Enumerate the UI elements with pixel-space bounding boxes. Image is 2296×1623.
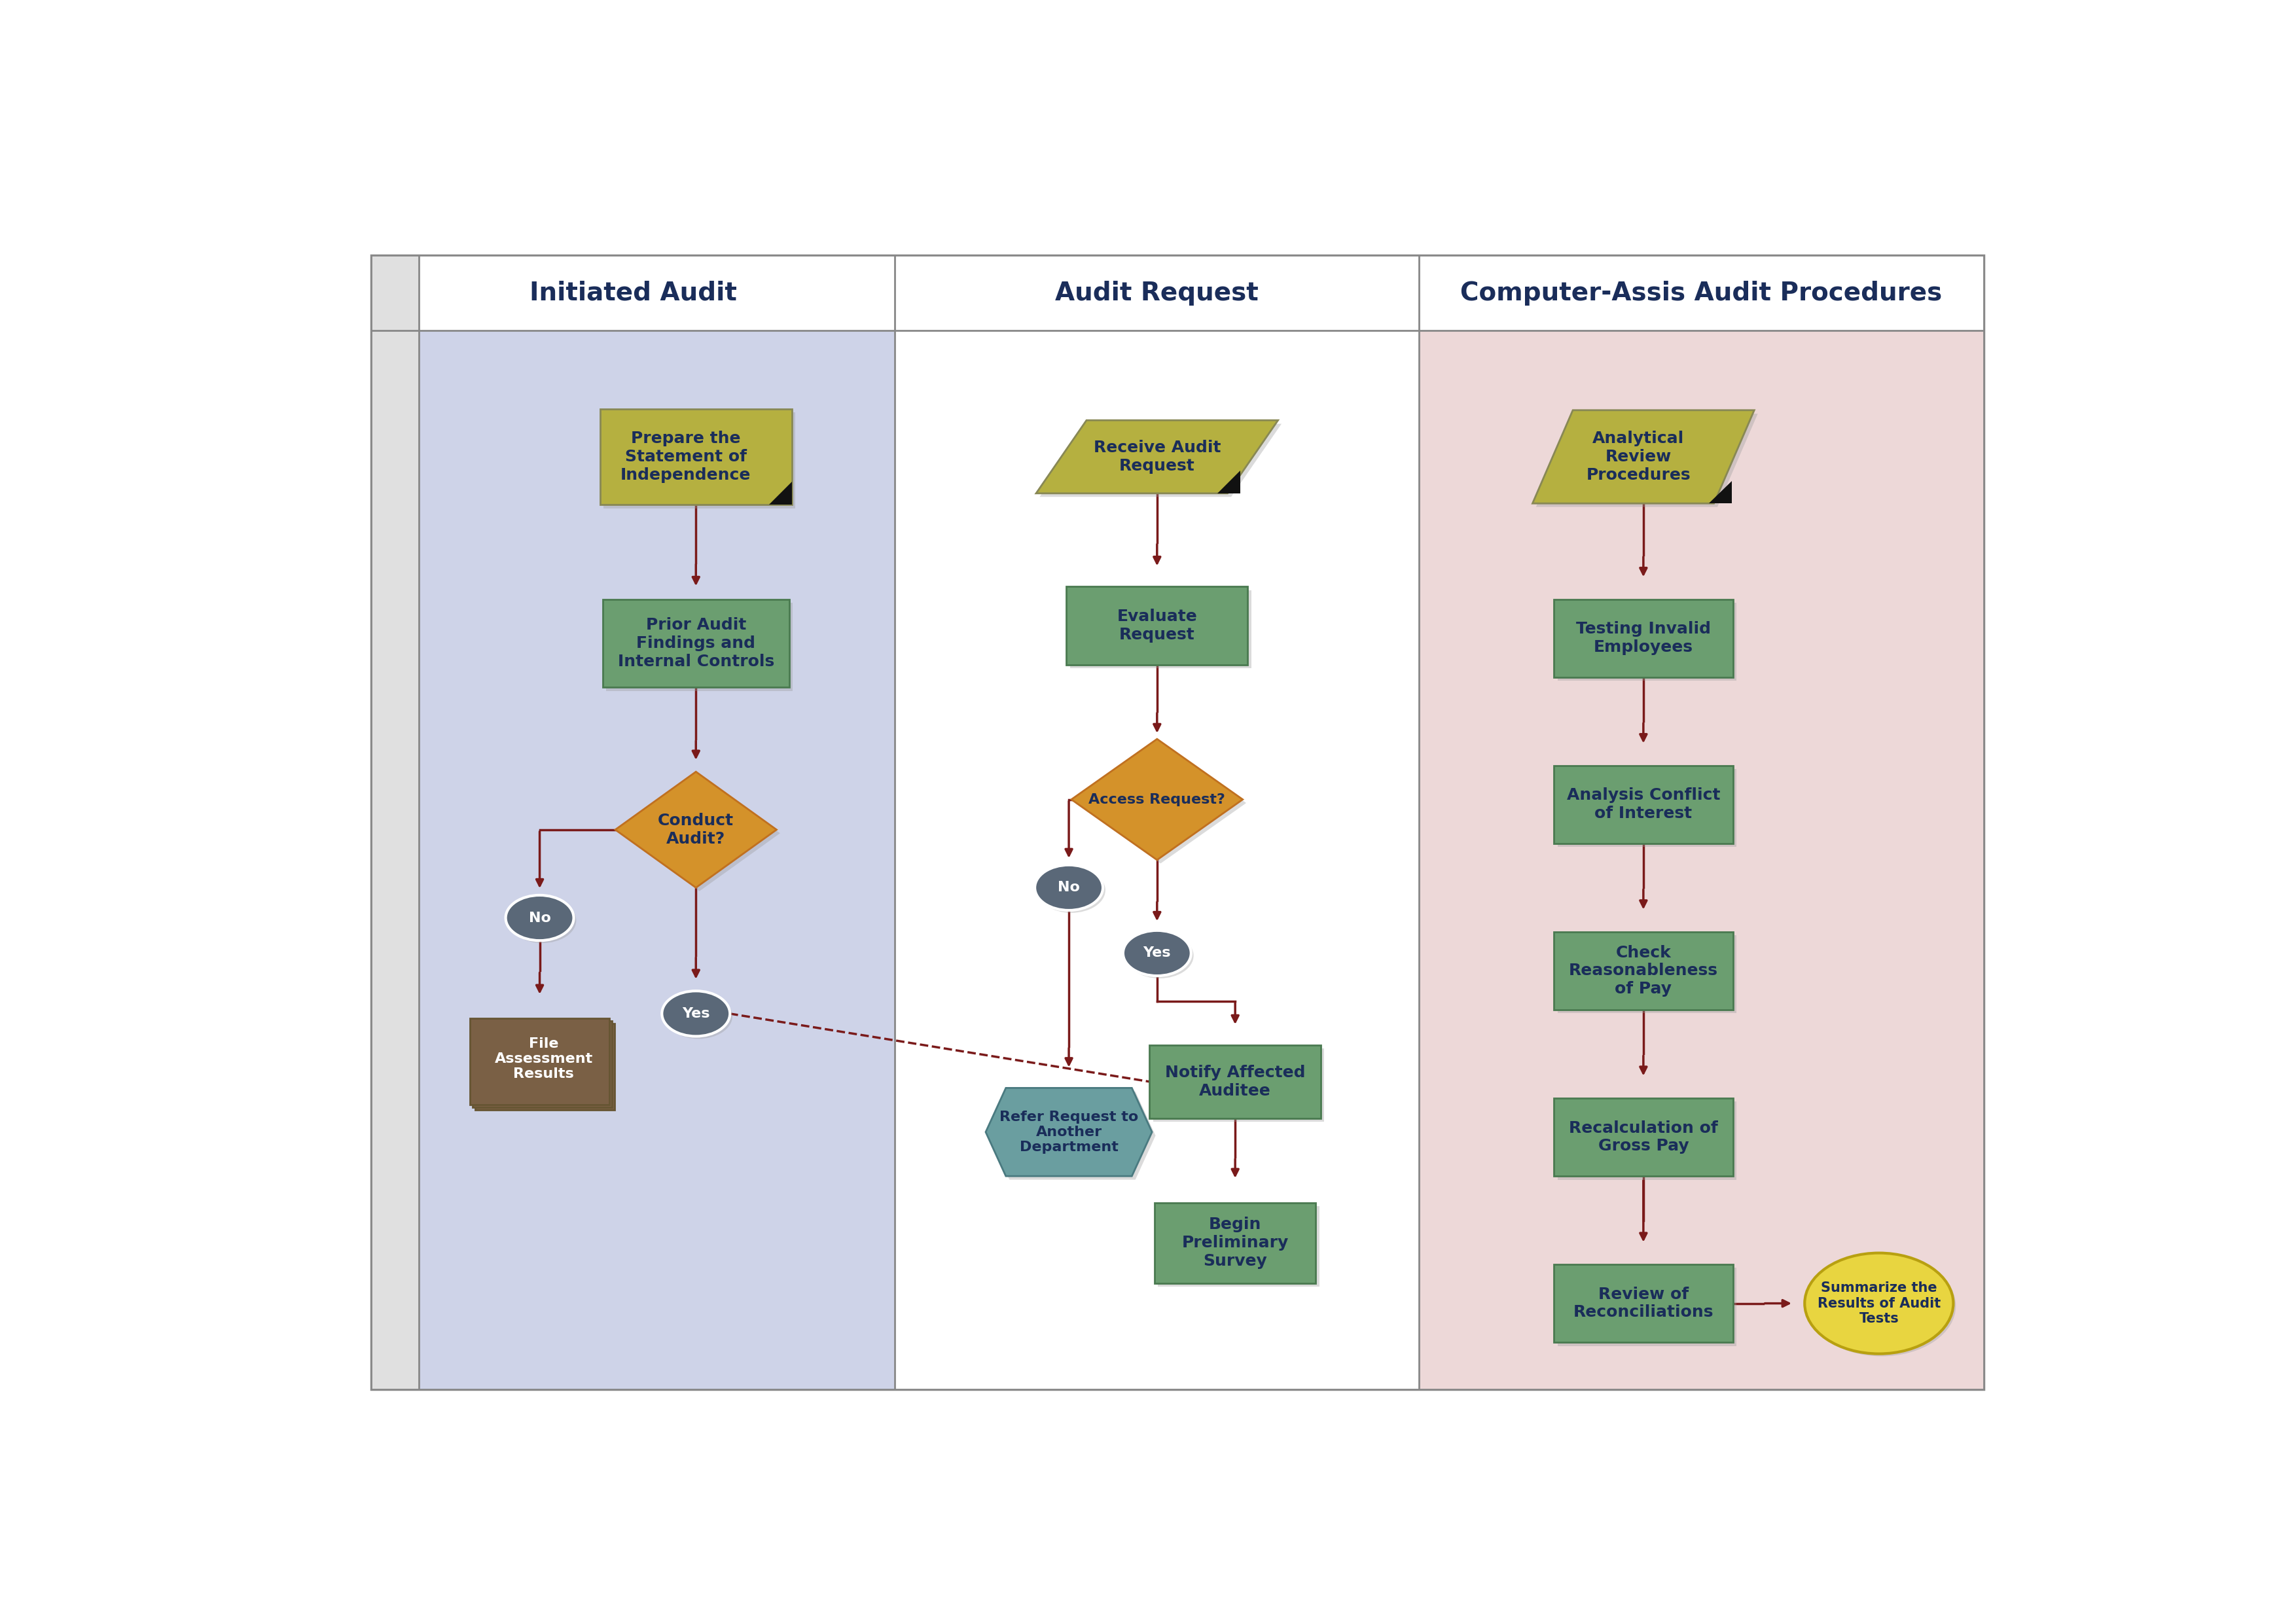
Text: Review of
Reconciliations: Review of Reconciliations [1573,1287,1713,1321]
Text: Analytical
Review
Procedures: Analytical Review Procedures [1587,430,1690,484]
FancyBboxPatch shape [1150,1045,1320,1118]
FancyBboxPatch shape [1419,255,1984,331]
FancyBboxPatch shape [602,599,790,687]
FancyBboxPatch shape [1557,602,1736,680]
Text: Prepare the
Statement of
Independence: Prepare the Statement of Independence [620,430,751,484]
FancyBboxPatch shape [372,255,895,1389]
Ellipse shape [1805,1253,1954,1354]
Ellipse shape [661,992,730,1037]
Text: Testing Invalid
Employees: Testing Invalid Employees [1575,622,1711,656]
FancyBboxPatch shape [1157,1206,1320,1287]
FancyBboxPatch shape [471,1018,608,1105]
FancyBboxPatch shape [1554,766,1733,844]
Polygon shape [1035,420,1279,493]
Text: Conduct
Audit?: Conduct Audit? [659,813,735,847]
FancyBboxPatch shape [372,255,418,1389]
FancyBboxPatch shape [606,602,792,691]
FancyBboxPatch shape [1065,586,1247,665]
Text: Prior Audit
Findings and
Internal Controls: Prior Audit Findings and Internal Contro… [618,617,774,669]
Polygon shape [769,482,792,505]
Text: Yes: Yes [682,1008,709,1021]
Text: Analysis Conflict
of Interest: Analysis Conflict of Interest [1566,787,1720,821]
Text: Computer-Assis Audit Procedures: Computer-Assis Audit Procedures [1460,281,1942,305]
Polygon shape [615,773,776,888]
Text: Begin
Preliminary
Survey: Begin Preliminary Survey [1182,1217,1288,1269]
FancyBboxPatch shape [1554,599,1733,677]
FancyBboxPatch shape [1153,1048,1325,1121]
Text: Refer Request to
Another
Department: Refer Request to Another Department [999,1110,1139,1154]
Text: Receive Audit
Request: Receive Audit Request [1093,440,1221,474]
Text: Recalculation of
Gross Pay: Recalculation of Gross Pay [1568,1120,1717,1154]
FancyBboxPatch shape [1557,1102,1736,1180]
FancyBboxPatch shape [1554,1099,1733,1177]
Ellipse shape [1038,867,1104,912]
FancyBboxPatch shape [1554,1264,1733,1342]
Polygon shape [990,1092,1155,1180]
Polygon shape [1075,742,1247,863]
FancyBboxPatch shape [895,255,1419,1389]
Ellipse shape [1807,1256,1956,1357]
Text: No: No [1058,881,1079,894]
FancyBboxPatch shape [475,1024,615,1110]
Polygon shape [1040,424,1281,497]
FancyBboxPatch shape [372,255,1984,1389]
Text: Summarize the
Results of Audit
Tests: Summarize the Results of Audit Tests [1818,1282,1940,1324]
Text: Access Request?: Access Request? [1088,794,1226,807]
FancyBboxPatch shape [473,1021,611,1107]
Text: Notify Affected
Auditee: Notify Affected Auditee [1164,1065,1306,1099]
Polygon shape [985,1087,1153,1177]
Text: No: No [528,912,551,925]
FancyBboxPatch shape [1557,935,1736,1013]
Text: File
Assessment
Results: File Assessment Results [494,1037,592,1081]
FancyBboxPatch shape [372,255,895,331]
FancyBboxPatch shape [1557,769,1736,847]
Text: Check
Reasonableness
of Pay: Check Reasonableness of Pay [1568,945,1717,997]
Polygon shape [1708,480,1731,503]
FancyBboxPatch shape [599,409,792,505]
FancyBboxPatch shape [1419,255,1984,1389]
Polygon shape [1072,738,1242,860]
Polygon shape [1531,411,1754,503]
Ellipse shape [1125,933,1194,979]
FancyBboxPatch shape [1557,1268,1736,1345]
FancyBboxPatch shape [372,255,418,1389]
Text: Audit Request: Audit Request [1056,281,1258,305]
FancyBboxPatch shape [1070,591,1251,669]
Text: Yes: Yes [1143,946,1171,959]
FancyBboxPatch shape [1155,1203,1316,1284]
FancyBboxPatch shape [1554,932,1733,1010]
Ellipse shape [1035,865,1102,911]
Polygon shape [620,776,781,891]
Polygon shape [1217,471,1240,493]
Polygon shape [1536,414,1759,506]
FancyBboxPatch shape [604,412,794,508]
Text: Evaluate
Request: Evaluate Request [1116,609,1196,643]
Ellipse shape [1123,930,1192,975]
FancyBboxPatch shape [895,255,1419,331]
Ellipse shape [505,896,574,941]
Text: Initiated Audit: Initiated Audit [528,281,737,305]
Ellipse shape [507,898,576,943]
Ellipse shape [664,993,732,1039]
